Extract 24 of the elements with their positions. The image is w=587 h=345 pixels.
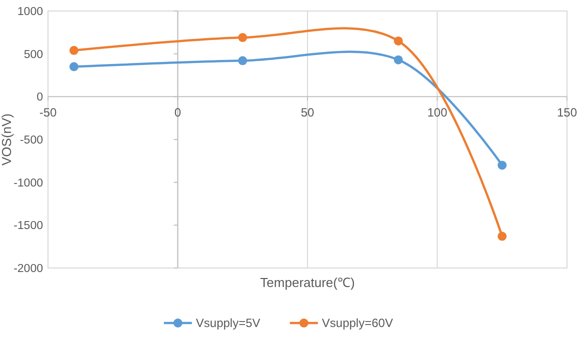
point [238,56,248,66]
x-tick-label: 150 [556,106,578,120]
point [394,36,403,46]
x-tick-label: -50 [39,106,57,120]
y-tick-label: 500 [24,48,43,61]
point [498,160,507,170]
legend-label: Vsupply=5V [196,316,260,330]
point [498,232,507,241]
y-tick-label: 0 [36,92,43,104]
y-tick-label: -2000 [14,263,43,276]
legend-label: Vsupply=60V [322,316,393,330]
x-tick-label: 100 [427,106,448,120]
x-axis-title: Temperature(℃) [260,275,355,290]
point [69,62,78,72]
y-tick-label: -500 [20,134,43,147]
y-tick-label: -1500 [14,220,43,232]
point [69,46,78,55]
x-tick-label: 50 [300,106,314,120]
y-axis-title: VOS(nV) [0,113,14,166]
y-tick-label: 1000 [17,6,43,18]
y-tick-label: -1000 [14,177,43,190]
point [238,33,248,42]
x-tick-label: 0 [174,106,182,120]
point [394,55,403,64]
